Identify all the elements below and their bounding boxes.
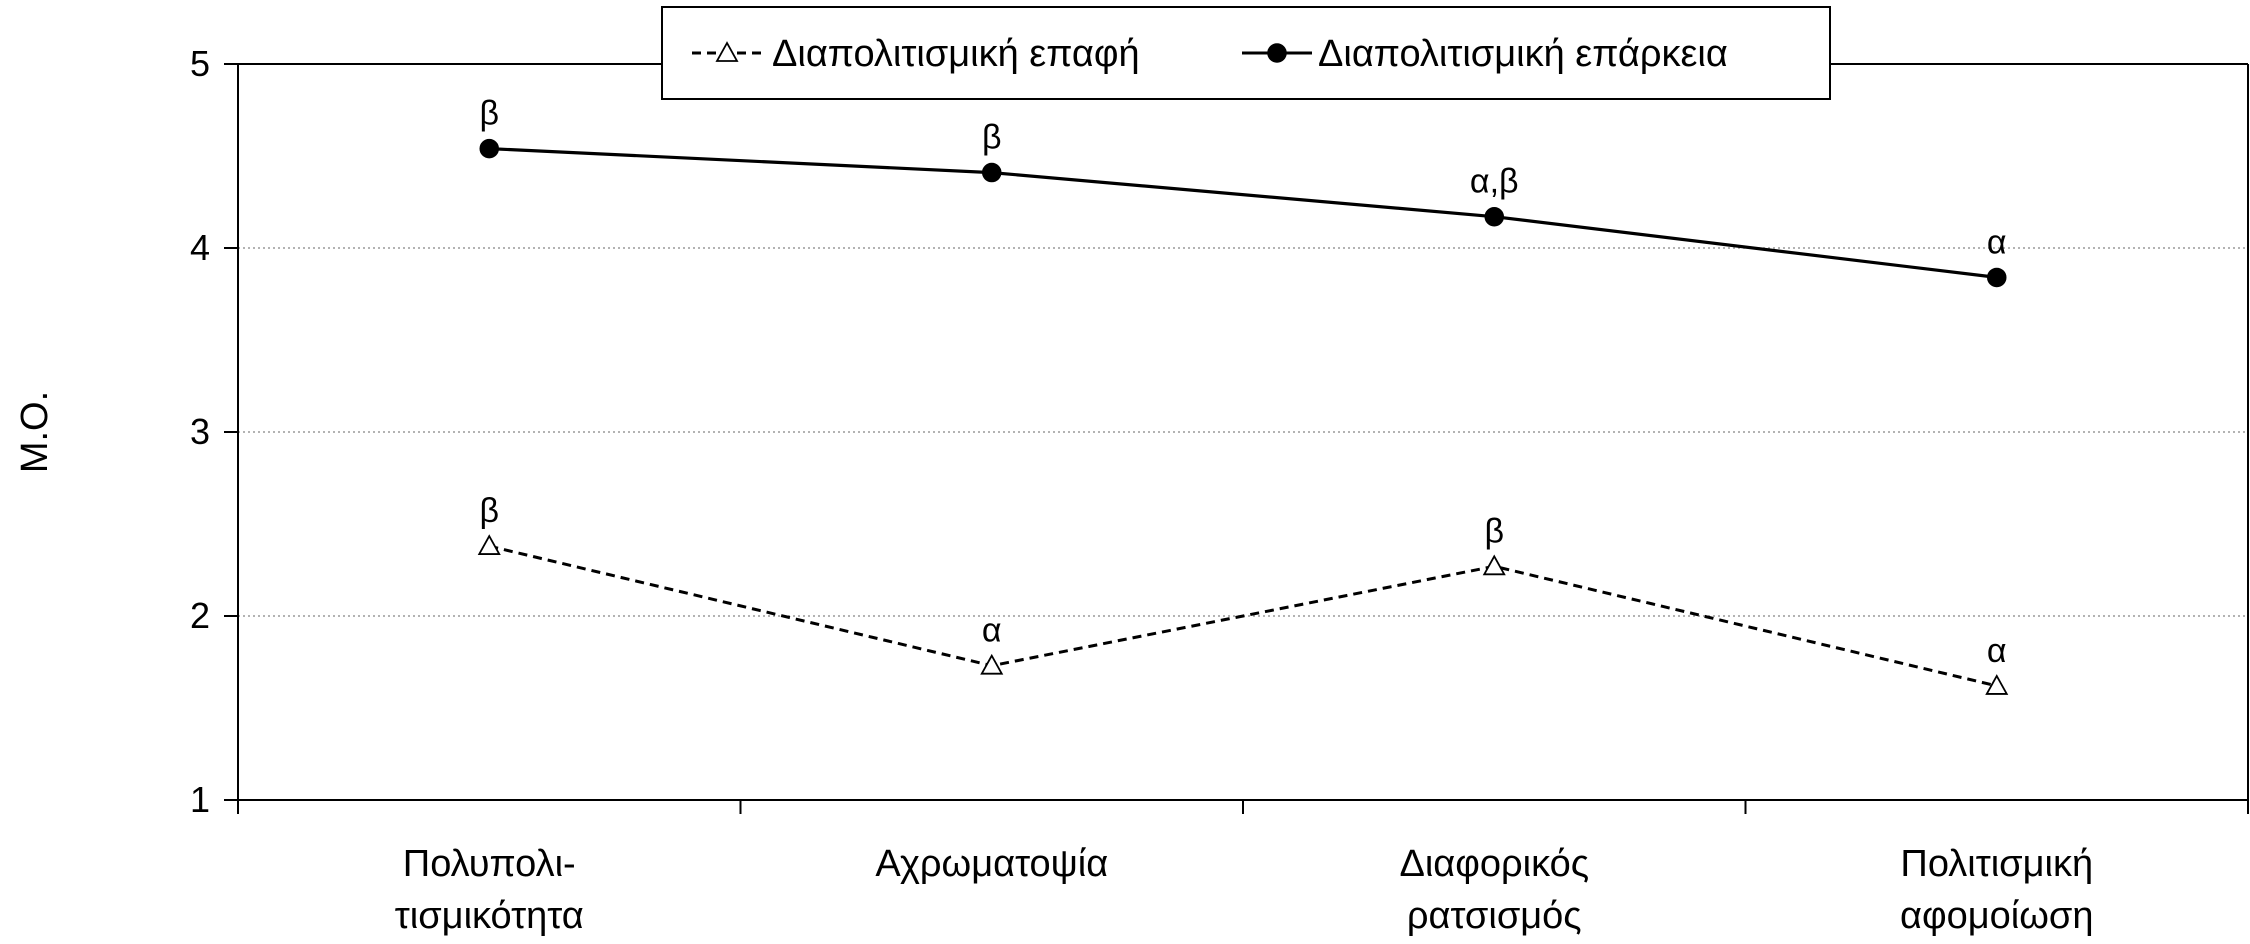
y-tick-label: 3 xyxy=(190,411,210,452)
data-label: α xyxy=(982,612,1002,650)
legend-label: Διαπολιτισμική επαφή xyxy=(772,33,1140,75)
series-line-2 xyxy=(489,147,1997,279)
series-line-1 xyxy=(488,544,1998,688)
data-label: α xyxy=(1987,223,2007,261)
data-point xyxy=(982,162,1002,183)
gridlines xyxy=(238,247,2248,617)
y-tick-label: 1 xyxy=(190,779,210,820)
data-label: β xyxy=(479,95,499,133)
x-category-label: τισμικότητα xyxy=(395,895,584,937)
point-labels: β α β α β β α,β α xyxy=(479,95,2006,670)
data-point xyxy=(1985,674,2009,695)
data-point xyxy=(980,653,1004,675)
data-point xyxy=(477,534,501,555)
x-category-label: αφομοίωση xyxy=(1900,895,2093,937)
legend-marker xyxy=(1267,43,1287,63)
x-category-label: Αχρωματοψία xyxy=(875,843,1108,885)
axes: 1 2 3 4 5 Πολυπολι-τισμικότητα Αχρωματοψία Διαφ… xyxy=(190,43,2249,937)
data-point xyxy=(479,138,499,159)
data-label: β xyxy=(982,119,1002,157)
series-group xyxy=(477,138,2009,695)
data-point xyxy=(1482,554,1506,576)
y-tick-label: 2 xyxy=(190,595,210,636)
x-category-label: ρατσισμός xyxy=(1407,895,1582,937)
legend-label: Διαπολιτισμική επάρκεια xyxy=(1318,33,1728,75)
data-label: α xyxy=(1987,632,2007,670)
y-tick-label: 5 xyxy=(190,43,210,84)
x-category-label: Πολυπολι- xyxy=(403,843,576,885)
data-label: α,β xyxy=(1470,163,1519,201)
data-label: β xyxy=(1484,512,1504,550)
x-category-label: Πολιτισμική xyxy=(1900,843,2093,885)
y-tick-label: 4 xyxy=(190,227,210,268)
data-point xyxy=(1987,267,2007,288)
legend-marker xyxy=(715,41,739,62)
data-label: β xyxy=(479,492,499,530)
y-axis-title: Μ.Ο. xyxy=(14,391,56,473)
legend: Διαπολιτισμική επαφή Διαπολιτισμική επάρκ… xyxy=(661,6,1831,100)
x-category-label: Διαφορικός xyxy=(1399,843,1589,885)
data-point xyxy=(1484,206,1504,227)
